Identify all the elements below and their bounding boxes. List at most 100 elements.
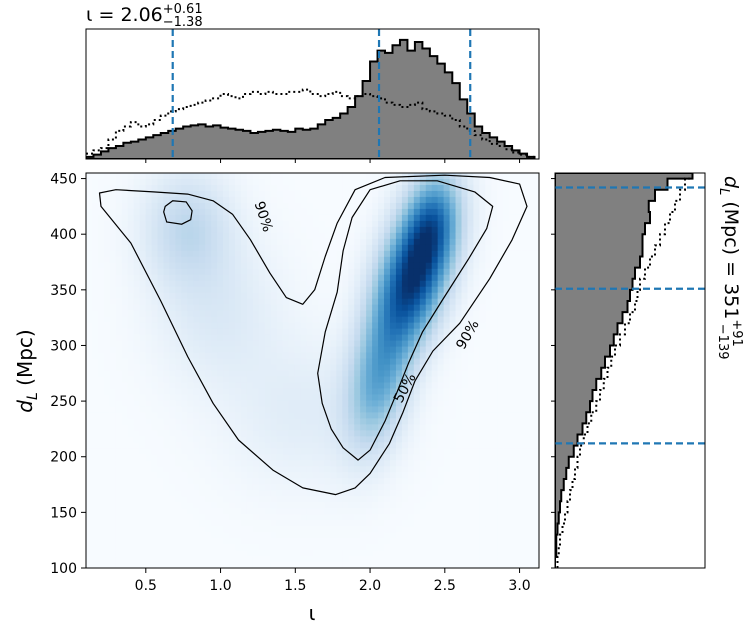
heatmap-cell bbox=[282, 328, 290, 336]
heatmap-cell bbox=[235, 472, 242, 479]
heatmap-cell bbox=[163, 322, 171, 330]
heatmap-cell bbox=[127, 466, 135, 473]
heatmap-cell bbox=[115, 454, 123, 461]
heatmap-cell bbox=[175, 250, 182, 258]
heatmap-cell bbox=[175, 526, 182, 533]
heatmap-cell bbox=[485, 244, 492, 252]
heatmap-cell bbox=[461, 532, 469, 539]
heatmap-cell bbox=[246, 544, 254, 551]
heatmap-cell bbox=[240, 454, 248, 461]
heatmap-cell bbox=[312, 460, 320, 467]
heatmap-cell bbox=[91, 340, 99, 348]
heatmap-cell bbox=[294, 358, 302, 366]
heatmap-cell bbox=[503, 370, 510, 378]
heatmap-cell bbox=[151, 478, 159, 485]
heatmap-cell bbox=[187, 490, 194, 497]
heatmap-cell bbox=[443, 208, 451, 216]
heatmap-cell bbox=[109, 412, 117, 419]
heatmap-cell bbox=[503, 394, 510, 402]
heatmap-cell bbox=[103, 196, 111, 204]
heatmap-cell bbox=[348, 262, 355, 270]
heatmap-cell bbox=[205, 328, 212, 336]
heatmap-cell bbox=[252, 484, 260, 491]
heatmap-cell bbox=[473, 496, 480, 503]
heatmap-cell bbox=[306, 304, 314, 312]
heatmap-cell bbox=[473, 352, 480, 360]
heatmap-cell bbox=[419, 496, 427, 503]
heatmap-cell bbox=[217, 196, 224, 204]
heatmap-cell bbox=[133, 472, 141, 479]
heatmap-cell bbox=[461, 214, 469, 222]
heatmap-cell bbox=[145, 484, 153, 491]
heatmap-cell bbox=[497, 442, 504, 449]
heatmap-cell bbox=[235, 388, 242, 396]
heatmap-cell bbox=[199, 478, 206, 485]
heatmap-cell bbox=[336, 220, 343, 228]
heatmap-cell bbox=[395, 394, 403, 402]
heatmap-cell bbox=[515, 238, 522, 246]
heatmap-cell bbox=[169, 232, 177, 240]
heatmap-cell bbox=[264, 298, 272, 306]
heatmap-cell bbox=[348, 370, 355, 378]
heatmap-cell bbox=[193, 550, 200, 557]
heatmap-cell bbox=[121, 562, 129, 568]
heatmap-cell bbox=[330, 364, 337, 372]
heatmap-cell bbox=[330, 370, 337, 378]
heatmap-cell bbox=[86, 298, 93, 306]
heatmap-cell bbox=[336, 514, 343, 521]
heatmap-cell bbox=[86, 556, 93, 563]
heatmap-cell bbox=[503, 340, 510, 348]
heatmap-cell bbox=[157, 424, 165, 431]
heatmap-cell bbox=[467, 382, 475, 390]
heatmap-cell bbox=[115, 352, 123, 360]
heatmap-cell bbox=[354, 478, 361, 485]
heatmap-cell bbox=[485, 538, 492, 545]
heatmap-cell bbox=[306, 232, 314, 240]
heatmap-cell bbox=[485, 424, 492, 431]
heatmap-cell bbox=[276, 508, 284, 515]
heatmap-cell bbox=[485, 214, 492, 222]
heatmap-cell bbox=[91, 358, 99, 366]
heatmap-cell bbox=[294, 304, 302, 312]
heatmap-cell bbox=[139, 526, 147, 533]
heatmap-cell bbox=[229, 562, 236, 568]
heatmap-cell bbox=[515, 460, 522, 467]
heatmap-cell bbox=[497, 556, 504, 563]
top-marginal-panel bbox=[85, 28, 540, 160]
heatmap-cell bbox=[449, 262, 457, 270]
heatmap-cell bbox=[276, 436, 284, 443]
heatmap-cell bbox=[515, 448, 522, 455]
heatmap-cell bbox=[145, 358, 153, 366]
heatmap-cell bbox=[133, 556, 141, 563]
heatmap-cell bbox=[86, 496, 93, 503]
heatmap-cell bbox=[103, 484, 111, 491]
heatmap-cell bbox=[109, 340, 117, 348]
heatmap-cell bbox=[527, 382, 534, 390]
heatmap-cell bbox=[318, 173, 326, 180]
heatmap-cell bbox=[413, 424, 421, 431]
heatmap-cell bbox=[449, 304, 457, 312]
heatmap-cell bbox=[240, 370, 248, 378]
heatmap-cell bbox=[384, 208, 391, 216]
heatmap-cell bbox=[205, 454, 212, 461]
heatmap-cell bbox=[252, 298, 260, 306]
heatmap-cell bbox=[151, 322, 159, 330]
heatmap-cell bbox=[449, 286, 457, 294]
heatmap-cell bbox=[527, 484, 534, 491]
heatmap-cell bbox=[306, 202, 314, 210]
heatmap-cell bbox=[425, 208, 433, 216]
heatmap-cell bbox=[330, 460, 337, 467]
heatmap-cell bbox=[473, 466, 480, 473]
heatmap-cell bbox=[407, 376, 415, 384]
heatmap-cell bbox=[139, 370, 147, 378]
heatmap-cell bbox=[372, 334, 379, 342]
heatmap-cell bbox=[187, 412, 194, 419]
heatmap-cell bbox=[413, 358, 421, 366]
heatmap-cell bbox=[97, 466, 105, 473]
heatmap-cell bbox=[229, 436, 236, 443]
heatmap-cell bbox=[503, 556, 510, 563]
heatmap-cell bbox=[205, 274, 212, 282]
heatmap-cell bbox=[300, 280, 308, 288]
heatmap-cell bbox=[264, 328, 272, 336]
heatmap-cell bbox=[515, 508, 522, 515]
